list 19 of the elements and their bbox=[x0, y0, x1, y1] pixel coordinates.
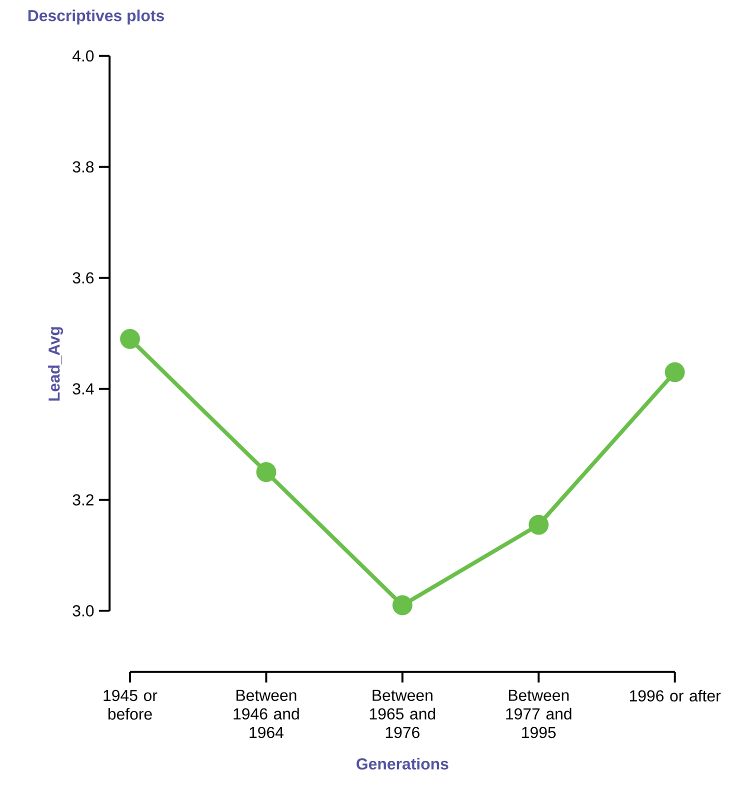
x-tick-label: Between 1946 and 1964 bbox=[234, 690, 299, 738]
y-tick-label: 4.0 bbox=[72, 50, 94, 62]
x-tick-label: Between 1977 and 1995 bbox=[506, 690, 572, 738]
point bbox=[528, 514, 549, 535]
point bbox=[120, 328, 140, 349]
x-axis-title: Generations bbox=[356, 758, 448, 770]
y-tick-label: 3.4 bbox=[72, 383, 94, 394]
y-tick-label: 3.8 bbox=[72, 161, 94, 173]
point bbox=[256, 462, 276, 482]
y-axis-title: Lead_Avg bbox=[48, 327, 63, 401]
x-tick-label: 1945 or before bbox=[104, 690, 158, 720]
point bbox=[664, 362, 685, 382]
x-tick-label: Between 1965 and 1976 bbox=[370, 690, 436, 738]
y-tick-label: 3.0 bbox=[72, 605, 94, 616]
y-tick-label: 3.2 bbox=[72, 494, 94, 506]
x-tick-label: 1996 or after bbox=[630, 690, 721, 702]
chart-title: Descriptives plots bbox=[28, 10, 164, 24]
y-tick-label: 3.6 bbox=[72, 272, 94, 284]
point bbox=[392, 595, 412, 616]
